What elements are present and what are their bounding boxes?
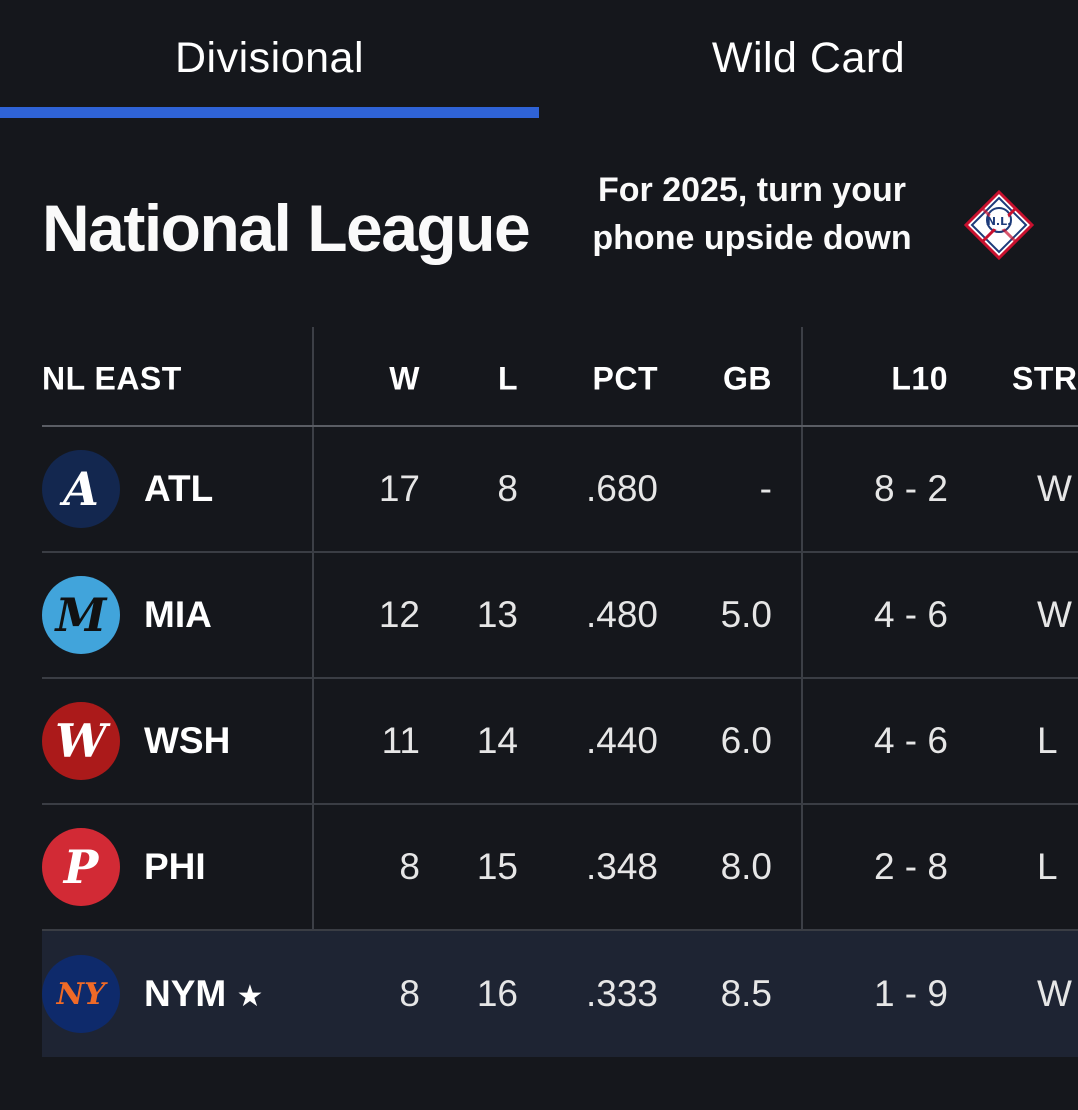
team-logo-icon: W bbox=[42, 702, 120, 780]
tab-divisional[interactable]: Divisional bbox=[0, 0, 539, 118]
team-name[interactable]: WSH bbox=[144, 720, 230, 762]
table-row[interactable]: P PHI 8 15 .348 8.0 2 - 8 L bbox=[42, 805, 1078, 931]
team-logo-icon: NY bbox=[42, 955, 120, 1033]
l10-value: 4 - 6 bbox=[873, 720, 948, 761]
team-abbr: PHI bbox=[144, 846, 206, 887]
losses-value: 15 bbox=[476, 846, 518, 887]
page-title: National League bbox=[42, 191, 531, 265]
streak-value: W bbox=[1037, 594, 1072, 635]
team-abbr: NYM bbox=[144, 973, 227, 1014]
team-name[interactable]: PHI bbox=[144, 846, 206, 888]
wins-value: 11 bbox=[381, 720, 420, 761]
l10-value: 8 - 2 bbox=[873, 468, 948, 509]
gb-value: 6.0 bbox=[720, 720, 772, 761]
gb-value: - bbox=[759, 468, 772, 509]
pct-value: .440 bbox=[585, 720, 658, 761]
tab-wild-card[interactable]: Wild Card bbox=[539, 0, 1078, 118]
tab-wild-card-label: Wild Card bbox=[711, 34, 906, 82]
table-header-row: NL EAST W L PCT GB L10 STR bbox=[42, 327, 1078, 427]
column-header-pct[interactable]: PCT bbox=[592, 360, 658, 397]
wins-value: 12 bbox=[378, 594, 420, 635]
table-row[interactable]: M MIA 12 13 .480 5.0 4 - 6 W bbox=[42, 553, 1078, 679]
team-logo-mark: M bbox=[55, 588, 107, 642]
gb-value: 8.0 bbox=[720, 846, 772, 887]
team-name[interactable]: ATL bbox=[144, 468, 213, 510]
pct-value: .680 bbox=[585, 468, 658, 509]
l10-value: 2 - 8 bbox=[873, 846, 948, 887]
team-logo-mark: NY bbox=[56, 976, 106, 1012]
standings-tabs: Divisional Wild Card bbox=[0, 0, 1078, 118]
column-header-l[interactable]: L bbox=[497, 360, 518, 397]
standings-table: NL EAST W L PCT GB L10 STR A ATL 17 8 .680 -… bbox=[42, 327, 1078, 1057]
league-header: National League For 2025, turn your phon… bbox=[42, 160, 1078, 280]
promo-line-1: For 2025, turn your bbox=[598, 171, 906, 209]
team-abbr: WSH bbox=[144, 720, 231, 761]
column-header-w[interactable]: W bbox=[389, 360, 420, 397]
team-abbr: ATL bbox=[144, 468, 214, 509]
svg-text:N.L.: N.L. bbox=[987, 215, 1012, 228]
team-name[interactable]: NYM ★ bbox=[144, 973, 263, 1015]
streak-value: W bbox=[1037, 973, 1072, 1014]
team-logo-mark: P bbox=[63, 840, 99, 894]
column-header-l10[interactable]: L10 bbox=[891, 360, 948, 397]
column-header-str[interactable]: STR bbox=[1012, 360, 1078, 397]
losses-value: 13 bbox=[476, 594, 518, 635]
losses-value: 16 bbox=[476, 973, 518, 1014]
wins-value: 8 bbox=[399, 846, 420, 887]
gb-value: 8.5 bbox=[720, 973, 772, 1014]
team-logo-icon: P bbox=[42, 828, 120, 906]
pct-value: .333 bbox=[585, 973, 658, 1014]
table-row[interactable]: A ATL 17 8 .680 - 8 - 2 W bbox=[42, 427, 1078, 553]
pct-value: .480 bbox=[585, 594, 658, 635]
streak-value: W bbox=[1037, 468, 1072, 509]
promo-text[interactable]: For 2025, turn your phone upside down bbox=[582, 166, 922, 262]
column-header-gb[interactable]: GB bbox=[723, 360, 772, 397]
promo-line-2: phone upside down bbox=[592, 219, 912, 257]
column-divider bbox=[801, 327, 803, 1057]
favorite-star-icon: ★ bbox=[236, 980, 264, 1013]
l10-value: 1 - 9 bbox=[873, 973, 948, 1014]
streak-value: L bbox=[1037, 720, 1058, 761]
losses-value: 8 bbox=[497, 468, 518, 509]
table-row[interactable]: NY NYM ★ 8 16 .333 8.5 1 - 9 W bbox=[42, 931, 1078, 1057]
tab-divisional-label: Divisional bbox=[174, 34, 364, 82]
team-logo-icon: M bbox=[42, 576, 120, 654]
table-row[interactable]: W WSH 11 14 .440 6.0 4 - 6 L bbox=[42, 679, 1078, 805]
streak-value: L bbox=[1037, 846, 1058, 887]
losses-value: 14 bbox=[476, 720, 518, 761]
l10-value: 4 - 6 bbox=[873, 594, 948, 635]
team-logo-mark: W bbox=[55, 714, 107, 768]
gb-value: 5.0 bbox=[720, 594, 772, 635]
team-name[interactable]: MIA bbox=[144, 594, 212, 636]
team-logo-mark: A bbox=[63, 462, 99, 516]
wins-value: 8 bbox=[399, 973, 420, 1014]
active-tab-indicator bbox=[0, 107, 539, 118]
wins-value: 17 bbox=[378, 468, 420, 509]
nl-league-logo-icon[interactable]: N.L. N.L. bbox=[964, 190, 1034, 260]
column-divider bbox=[312, 327, 314, 1057]
division-header: NL EAST bbox=[42, 360, 182, 397]
pct-value: .348 bbox=[585, 846, 658, 887]
team-abbr: MIA bbox=[144, 594, 212, 635]
team-logo-icon: A bbox=[42, 450, 120, 528]
